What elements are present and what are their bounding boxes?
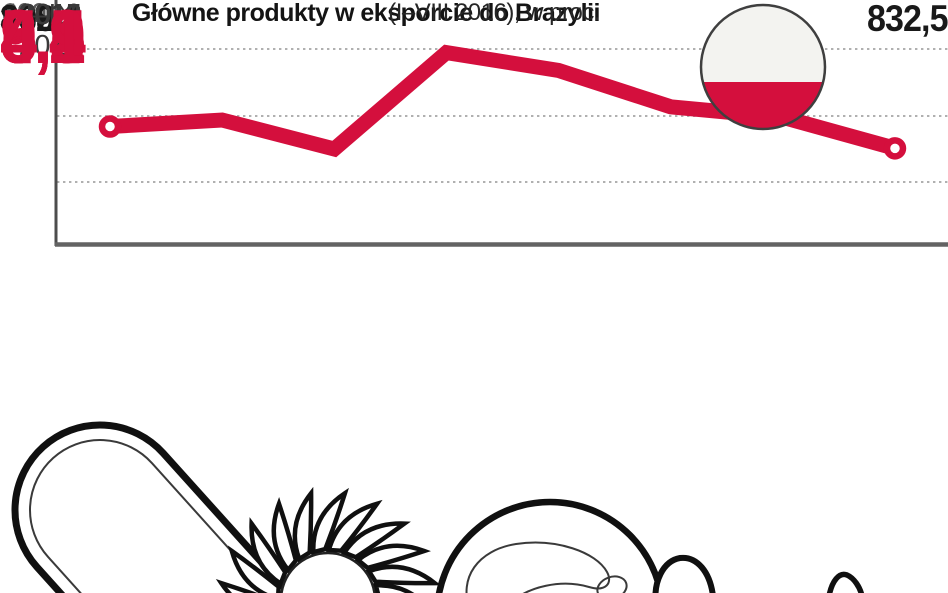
turbine-blade (215, 579, 258, 593)
x-label-2010: 2010 (18, 0, 82, 31)
turbine-blade (227, 545, 282, 593)
x-label-2013: 2013 (18, 0, 82, 31)
products-subtitle: (I–VIII 2016), w proc. (388, 0, 600, 26)
x-label-2015: 2015 (18, 0, 82, 31)
product-value-4: 5,9 (0, 0, 86, 80)
product-icons (11, 421, 865, 593)
line-chart (54, 0, 948, 247)
x-label-2012: 2012 (18, 0, 82, 31)
product-value-3: 8,2 (0, 0, 86, 80)
x-label-2017-period: I–IX (25, 0, 75, 31)
line-end-value: 302 (0, 0, 55, 39)
turbine-blade (271, 497, 299, 574)
product-value-5: 4,1 (0, 0, 86, 80)
turbine-blade (326, 499, 383, 554)
y-tick-400: 400 (2, 0, 46, 28)
turbine-fan-icon (215, 486, 442, 593)
x-label-2017: I–IX 2017 (0, 0, 100, 62)
turbine-blade (311, 487, 349, 556)
x-label-2017-year: 2017 (18, 30, 82, 62)
upper-line-end-value: 832,5 (867, 0, 948, 39)
turbine-blade (365, 564, 442, 586)
flag-outline (699, 3, 827, 131)
turbine-blade (292, 486, 314, 563)
product-value-2: 8,4 (0, 0, 86, 80)
egg-icon (652, 554, 716, 593)
line-endpoint-marker (883, 137, 907, 160)
product-value-1: 9,5 (0, 0, 86, 80)
y-tick-200: 200 (2, 0, 46, 28)
line-endpoint-marker (98, 115, 122, 138)
products-title: Główne produkty w eksporcie do Brazylii (131, 0, 601, 27)
y-tick-100: 100 (2, 0, 46, 28)
y-tick-600: 600 (2, 0, 46, 28)
ham-slice-icon (435, 498, 665, 593)
line-start-value: 368,1 (0, 0, 82, 39)
x-label-2011: 2011 (19, 0, 81, 31)
x-label-2016: 2016 (18, 0, 82, 31)
partial-product-icon (826, 571, 865, 593)
x-label-2014: 2014 (18, 0, 82, 31)
upper-line-start-value: 800,4 (0, 0, 82, 39)
turbine-blade (340, 521, 411, 560)
turbine-blade (372, 583, 415, 593)
turbine-blade (249, 517, 288, 588)
turbine-blade (354, 543, 431, 571)
